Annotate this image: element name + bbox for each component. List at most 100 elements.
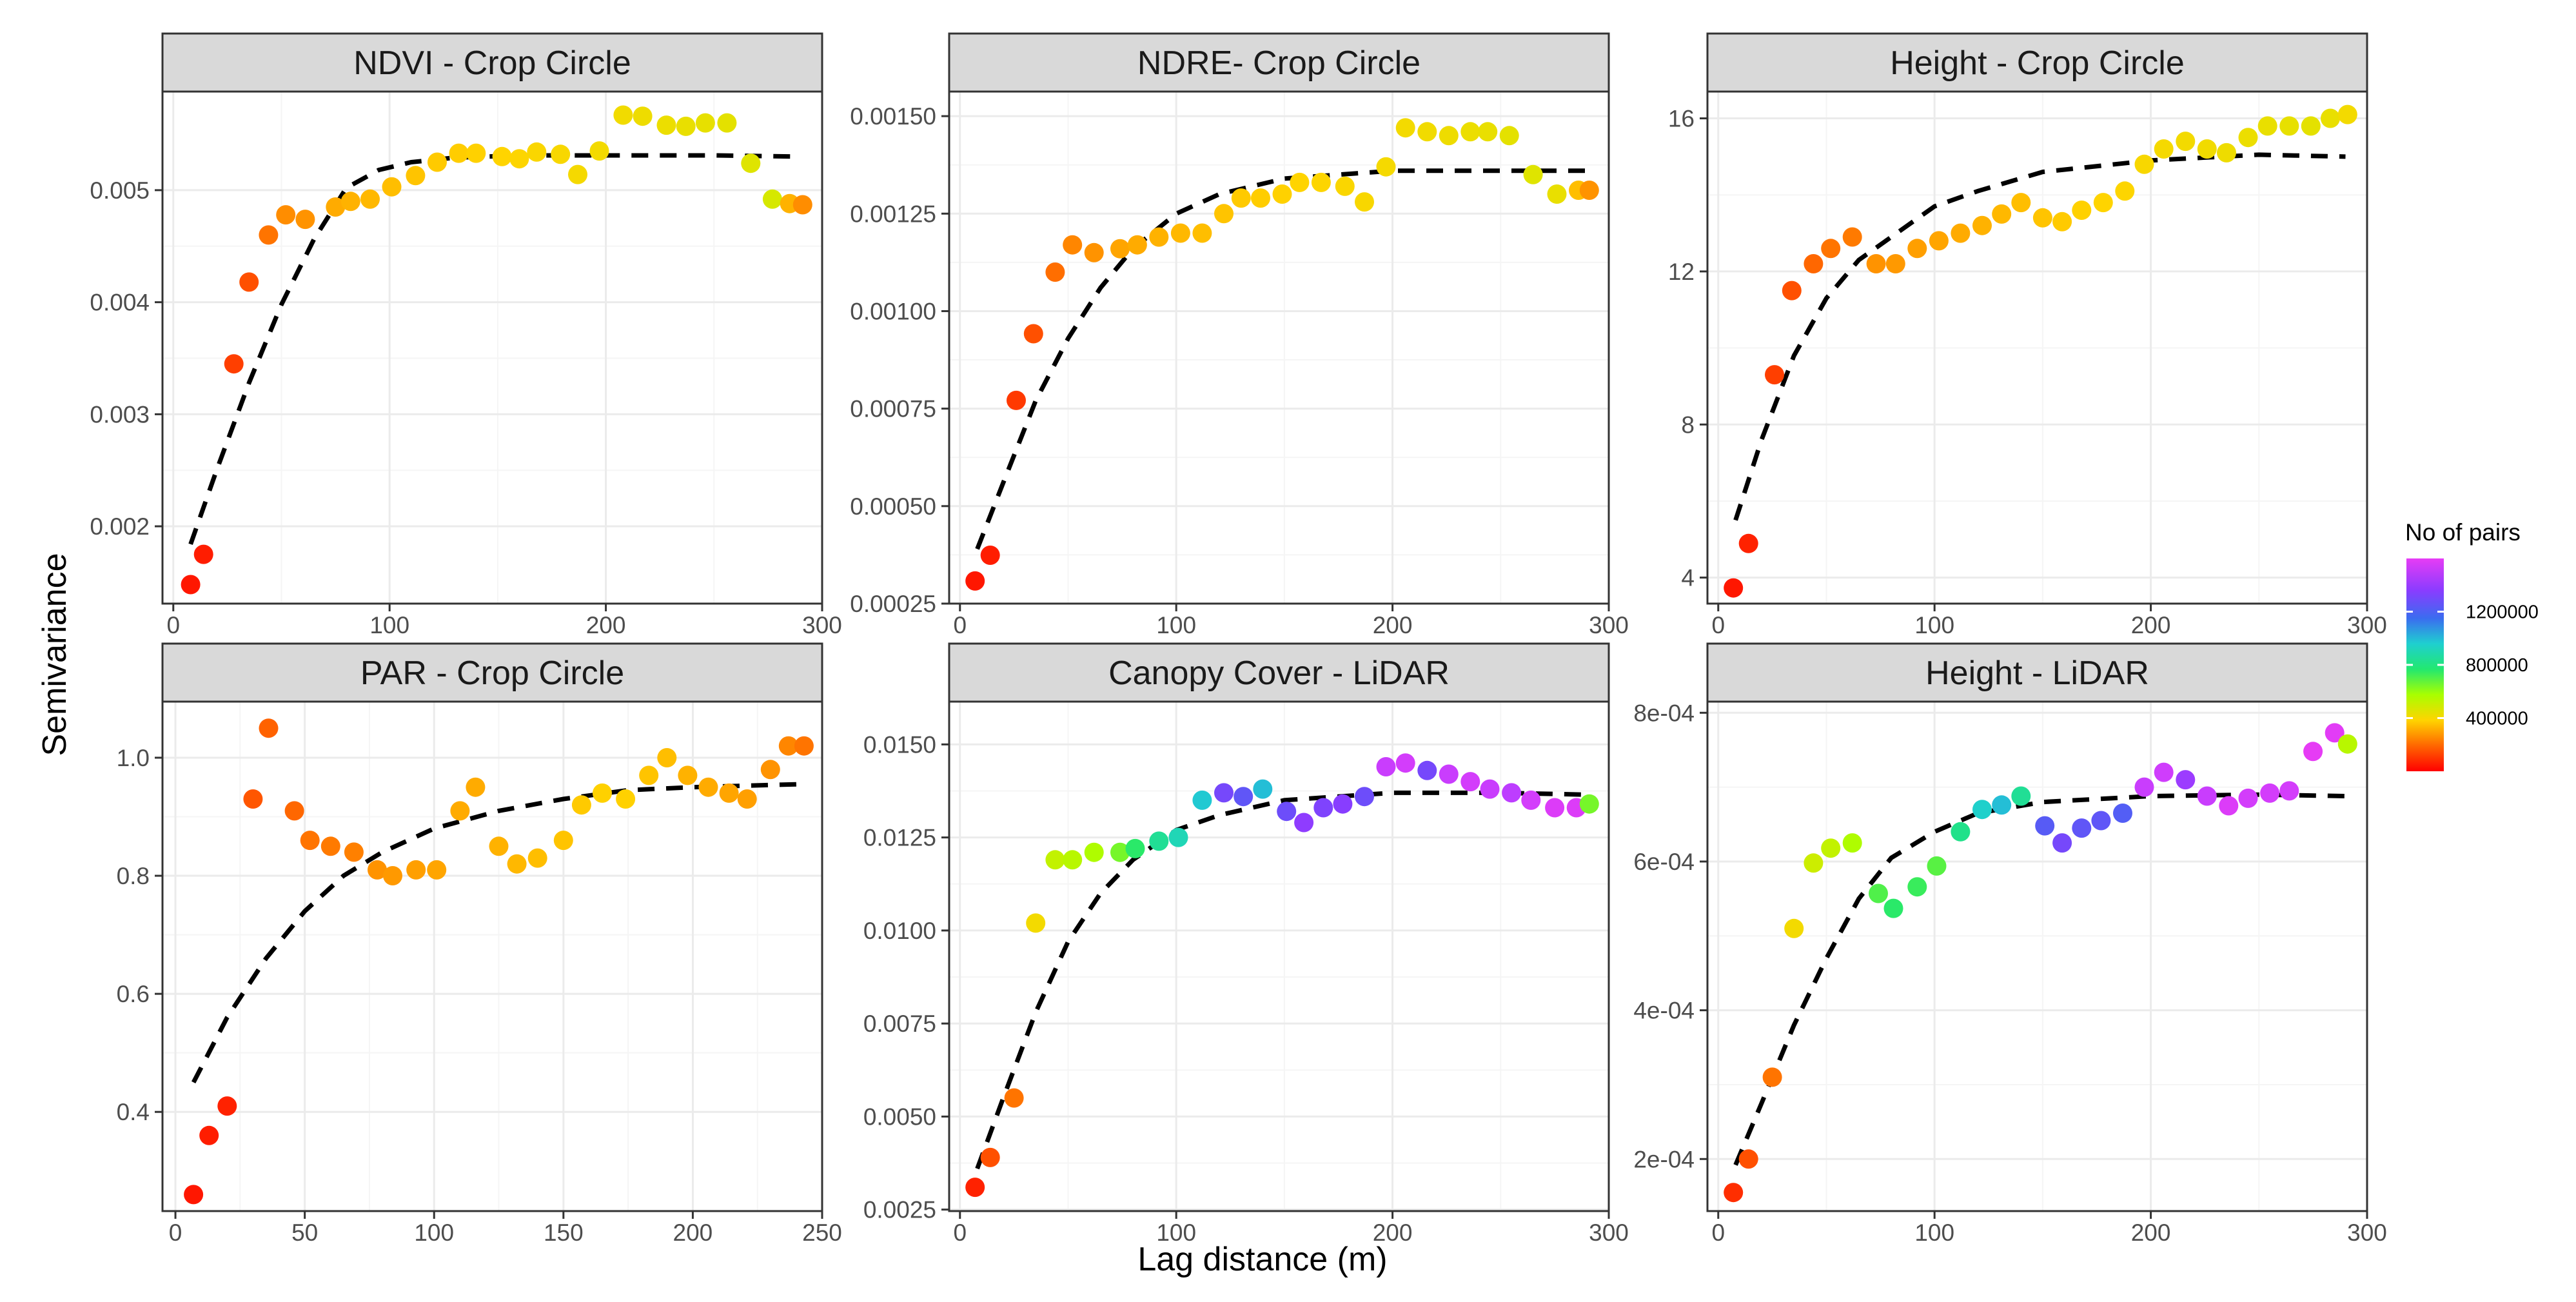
y-tick-label: 0.4 <box>117 1099 150 1125</box>
data-point <box>1192 790 1212 810</box>
data-point <box>492 146 512 166</box>
data-point <box>300 831 320 851</box>
y-tick-label: 4e-04 <box>1633 998 1695 1024</box>
data-point <box>449 143 469 163</box>
data-point <box>243 789 263 809</box>
data-point <box>1149 831 1169 851</box>
data-point <box>1951 822 1971 842</box>
y-tick-label: 0.00075 <box>850 396 936 422</box>
data-point <box>2219 796 2239 816</box>
model-fit-line <box>975 168 1588 550</box>
x-tick-label: 200 <box>1373 1219 1413 1246</box>
data-point <box>427 860 447 880</box>
data-point <box>2011 786 2031 806</box>
data-point <box>1149 227 1169 247</box>
data-point <box>344 842 364 862</box>
legend-title: No of pairs <box>2405 519 2521 546</box>
facet-title: NDVI - Crop Circle <box>353 44 631 82</box>
data-point <box>2115 181 2135 201</box>
x-tick-label: 0 <box>166 612 180 638</box>
data-point <box>2072 818 2092 838</box>
data-point <box>2032 208 2052 228</box>
data-point <box>259 225 279 245</box>
facet-title: PAR - Crop Circle <box>360 655 624 692</box>
y-tick-label: 0.8 <box>117 863 150 889</box>
data-point <box>2052 833 2072 853</box>
facet-panel: NDRE- Crop Circle 0 100 200 300 0.00025 0.0005… <box>850 32 1629 638</box>
data-point <box>1170 223 1190 243</box>
x-tick-label: 100 <box>414 1219 454 1246</box>
data-point <box>695 113 715 133</box>
data-point <box>2154 762 2174 782</box>
panel-border <box>1706 700 2368 1212</box>
plot-area <box>162 92 822 604</box>
data-point <box>1253 779 1273 799</box>
data-point <box>1084 842 1104 862</box>
data-point <box>2011 193 2031 213</box>
data-point <box>239 272 259 292</box>
legend-ticks: 400000 800000 1200000 <box>2406 602 2539 729</box>
data-point <box>1579 181 1599 200</box>
data-point <box>2279 781 2299 801</box>
x-tick-label: 250 <box>802 1219 842 1246</box>
y-tick-label: 0.0025 <box>863 1197 936 1223</box>
data-point <box>678 765 698 785</box>
data-point <box>2197 139 2217 159</box>
legend-label: 400000 <box>2466 709 2528 729</box>
plot-area <box>1707 702 2367 1211</box>
data-point <box>1765 365 1784 385</box>
y-tick-label: 8 <box>1681 411 1695 438</box>
data-point <box>1724 1183 1744 1203</box>
data-point <box>657 748 677 767</box>
y-tick-label: 12 <box>1668 259 1695 285</box>
data-point <box>1110 842 1130 862</box>
plot-area <box>162 702 822 1211</box>
facet-panels: NDVI - Crop Circle 0 100 200 300 0.002 0.003 0.… <box>90 32 2387 1246</box>
data-point <box>1214 783 1234 803</box>
data-point <box>360 189 380 209</box>
x-tick-label: 0 <box>169 1219 182 1246</box>
data-point <box>1821 239 1841 259</box>
x-tick-label: 200 <box>586 612 626 638</box>
data-point <box>2035 816 2055 836</box>
data-point <box>193 544 213 564</box>
y-tick-label: 0.0075 <box>863 1011 936 1037</box>
data-point <box>965 1178 985 1198</box>
data-point <box>1869 883 1888 903</box>
legend-label: 800000 <box>2466 655 2528 676</box>
data-point <box>1782 281 1802 301</box>
data-point <box>509 149 529 169</box>
data-point <box>792 195 812 215</box>
data-point <box>2238 788 2258 808</box>
data-point <box>2257 116 2277 136</box>
y-tick-label: 6e-04 <box>1633 849 1695 875</box>
data-point <box>965 571 985 591</box>
color-legend: No of pairs 400000 800000 1200000 <box>2405 519 2539 771</box>
data-point <box>1251 188 1270 208</box>
data-point <box>1355 192 1374 212</box>
data-point <box>1579 794 1599 814</box>
x-tick-label: 300 <box>2347 1219 2387 1246</box>
data-point <box>2091 811 2111 831</box>
data-point <box>1992 795 2012 815</box>
data-point <box>1272 184 1292 204</box>
data-point <box>639 765 659 785</box>
data-point <box>2303 742 2323 762</box>
y-tick-label: 0.6 <box>117 981 150 1007</box>
y-tick-label: 0.003 <box>90 401 150 428</box>
data-point <box>613 105 633 125</box>
data-point <box>1460 772 1480 792</box>
data-point <box>1313 798 1333 818</box>
data-point <box>2176 132 2196 152</box>
data-point <box>1290 172 1310 192</box>
facet-panel: NDVI - Crop Circle 0 100 200 300 0.002 0.003 0.… <box>90 32 842 638</box>
y-tick-label: 0.0100 <box>863 918 936 944</box>
data-point <box>1231 188 1251 208</box>
data-point <box>1804 254 1824 273</box>
data-point <box>1547 184 1567 204</box>
y-tick-label: 0.0050 <box>863 1103 936 1130</box>
data-point <box>2113 804 2132 823</box>
data-point <box>2093 193 2113 213</box>
facet-title: Canopy Cover - LiDAR <box>1108 655 1450 692</box>
